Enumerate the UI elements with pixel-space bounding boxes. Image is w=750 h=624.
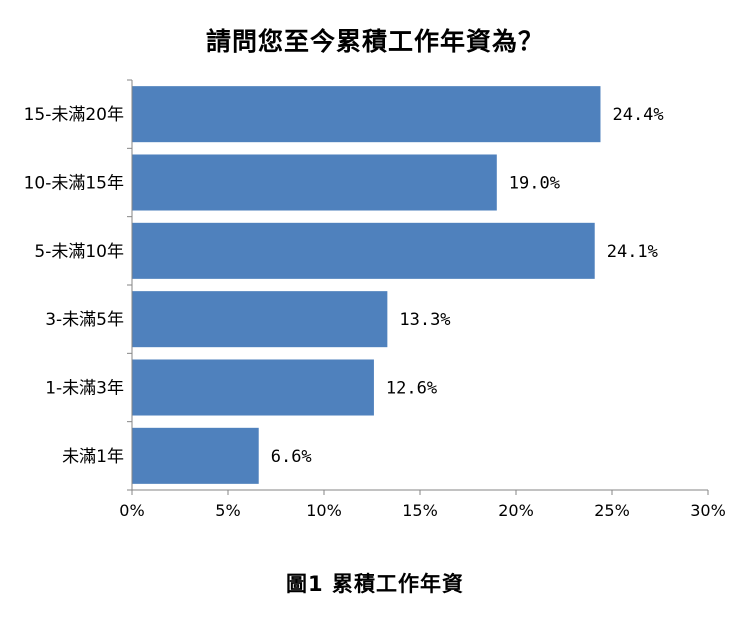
category-label: 10-未滿15年 bbox=[24, 174, 124, 194]
x-tick-label: 0% bbox=[119, 501, 144, 520]
labels-layer: 15-未滿20年 24.4% 10-未滿15年 19.0% 5-未滿10年 24.1% 3-… bbox=[24, 105, 726, 520]
value-label: 6.6% bbox=[271, 447, 312, 467]
x-tick-label: 15% bbox=[402, 501, 438, 520]
bar-3 bbox=[132, 291, 388, 348]
value-label: 19.0% bbox=[509, 174, 560, 194]
x-tick-label: 10% bbox=[306, 501, 342, 520]
category-label: 3-未滿5年 bbox=[45, 310, 124, 330]
category-label: 15-未滿20年 bbox=[24, 105, 124, 125]
category-label: 5-未滿10年 bbox=[34, 242, 124, 262]
bar-4 bbox=[132, 359, 374, 416]
category-label: 未滿1年 bbox=[62, 447, 124, 467]
bar-2 bbox=[132, 222, 595, 279]
x-tick-label: 20% bbox=[498, 501, 534, 520]
value-label: 12.6% bbox=[386, 379, 437, 399]
bar-0 bbox=[132, 86, 601, 143]
bar-1 bbox=[132, 154, 497, 211]
x-tick-label: 5% bbox=[215, 501, 240, 520]
value-label: 13.3% bbox=[399, 310, 450, 330]
value-label: 24.4% bbox=[612, 105, 663, 125]
bars-layer bbox=[132, 86, 601, 484]
bar-chart: 15-未滿20年 24.4% 10-未滿15年 19.0% 5-未滿10年 24.1% 3-… bbox=[24, 79, 726, 520]
x-tick-label: 30% bbox=[690, 501, 726, 520]
chart-title: 請問您至今累積工作年資為？ bbox=[205, 27, 544, 56]
category-label: 1-未滿3年 bbox=[45, 379, 124, 399]
value-label: 24.1% bbox=[607, 242, 658, 262]
axis-layer bbox=[127, 79, 709, 495]
bar-5 bbox=[132, 427, 259, 484]
x-tick-label: 25% bbox=[594, 501, 630, 520]
figure-caption: 圖1 累積工作年資 bbox=[286, 572, 464, 596]
